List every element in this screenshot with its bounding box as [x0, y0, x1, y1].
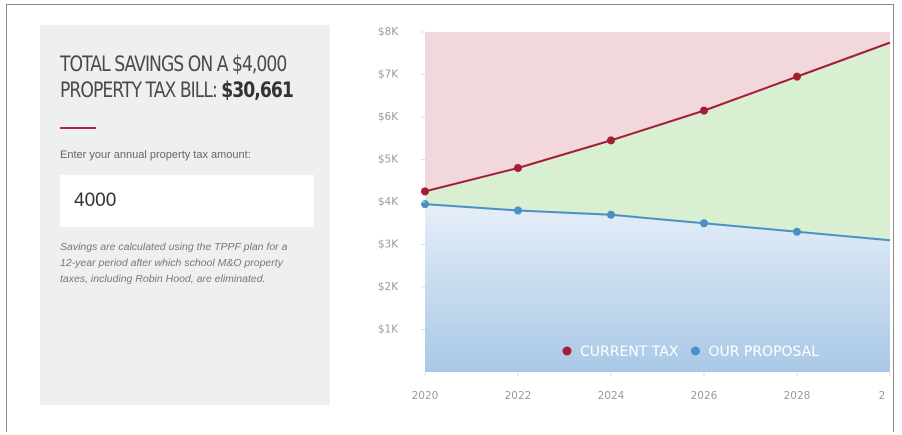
x-tick-label: 2022: [505, 390, 532, 402]
line: [424, 203, 891, 242]
legend-marker: [690, 346, 700, 356]
point: [421, 200, 429, 209]
point: [700, 219, 708, 228]
point: [793, 72, 801, 81]
y-tick-label: $6K: [378, 111, 399, 123]
title-text: TOTAL SAVINGS ON A $4,000 PROPERTY TAX B…: [60, 52, 287, 102]
point: [607, 136, 615, 145]
total-savings: $30,661: [221, 78, 294, 102]
tax-input[interactable]: 4000: [60, 175, 314, 227]
legend-label: CURRENT TAX: [580, 344, 679, 360]
x-tick-label: 2024: [598, 390, 625, 402]
panel-title: TOTAL SAVINGS ON A $4,000 PROPERTY TAX B…: [60, 51, 306, 103]
x-tick-label: 2026: [691, 390, 718, 402]
legend-marker: [562, 346, 572, 356]
point: [607, 210, 615, 219]
point: [421, 187, 429, 196]
frame: [6, 4, 894, 432]
y-tick-label: $4K: [378, 196, 399, 208]
note: Savings are calculated using the TPPF pl…: [60, 241, 288, 285]
point: [793, 227, 801, 236]
input-label: Enter your annual property tax amount:: [60, 149, 251, 161]
line: [424, 41, 891, 193]
area: [425, 204, 890, 372]
divider: [60, 127, 96, 129]
x-tick-label: 2: [879, 390, 886, 402]
point: [514, 206, 522, 215]
point: [700, 106, 708, 115]
y-tick-label: $5K: [378, 154, 399, 166]
y-tick-label: $2K: [378, 281, 399, 293]
y-tick-label: $1K: [378, 324, 399, 336]
legend-label: OUR PROPOSAL: [708, 344, 819, 360]
point: [514, 164, 522, 172]
x-tick-label: 2028: [784, 390, 811, 402]
y-tick-label: $7K: [378, 69, 399, 81]
savings-panel: TOTAL SAVINGS ON A $4,000 PROPERTY TAX B…: [40, 25, 330, 405]
y-tick-label: $3K: [378, 239, 399, 251]
y-tick-label: $8K: [378, 26, 399, 38]
x-tick-label: 2020: [412, 390, 439, 402]
